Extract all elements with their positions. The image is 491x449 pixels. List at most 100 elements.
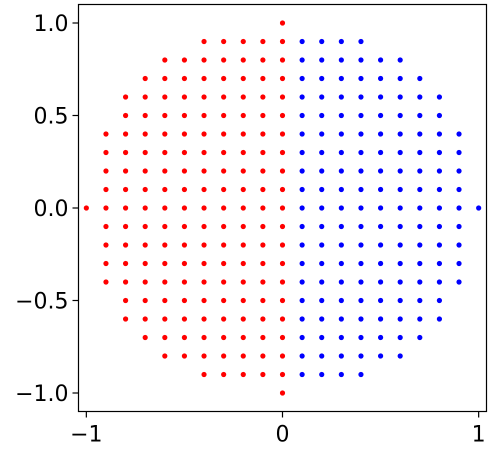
- data-point: [319, 223, 325, 230]
- data-point: [122, 186, 129, 193]
- data-point: [221, 186, 227, 193]
- data-point: [358, 131, 364, 137]
- data-point: [142, 279, 148, 285]
- data-point: [299, 57, 305, 63]
- data-point: [260, 94, 266, 100]
- data-point: [299, 94, 305, 100]
- data-point: [299, 168, 305, 174]
- x-tick-label: 0: [276, 423, 290, 448]
- data-point: [319, 75, 325, 82]
- data-point: [338, 75, 344, 82]
- data-point: [279, 316, 286, 322]
- data-point: [260, 297, 266, 304]
- data-point: [221, 112, 227, 119]
- data-point: [201, 131, 207, 137]
- data-point: [181, 260, 188, 267]
- data-point: [338, 57, 344, 63]
- x-axis: −1 0 1: [70, 411, 486, 448]
- data-point: [142, 131, 148, 137]
- data-point: [299, 112, 305, 119]
- data-point: [103, 186, 109, 193]
- data-point: [358, 38, 364, 45]
- data-point: [377, 75, 384, 82]
- data-point: [142, 94, 148, 100]
- data-point: [142, 242, 148, 248]
- data-point: [122, 297, 129, 304]
- data-point: [122, 279, 129, 285]
- data-point: [162, 223, 168, 230]
- data-point: [436, 112, 443, 119]
- data-point: [201, 297, 207, 304]
- data-point: [240, 334, 246, 341]
- data-point: [162, 334, 168, 341]
- data-point: [456, 149, 462, 156]
- data-point: [397, 57, 403, 63]
- data-point: [319, 57, 325, 63]
- data-point: [181, 242, 188, 248]
- data-point: [181, 316, 188, 322]
- data-point: [299, 149, 305, 156]
- data-point: [456, 260, 462, 267]
- data-point: [240, 112, 246, 119]
- data-point: [358, 186, 364, 193]
- data-point: [221, 149, 227, 156]
- data-point: [240, 186, 246, 193]
- data-point: [142, 205, 148, 211]
- data-point: [260, 131, 266, 137]
- data-point: [417, 279, 423, 285]
- data-point: [417, 242, 423, 248]
- data-point: [319, 316, 325, 322]
- data-point: [319, 353, 325, 359]
- data-point: [377, 334, 384, 341]
- data-point: [240, 316, 246, 322]
- y-tick-label: −1.0: [15, 382, 68, 407]
- data-point: [122, 316, 129, 322]
- data-point: [240, 297, 246, 304]
- data-point: [122, 242, 129, 248]
- data-point: [181, 57, 188, 63]
- data-point: [181, 279, 188, 285]
- data-point: [279, 242, 286, 248]
- y-tick-label: −0.5: [15, 290, 68, 315]
- y-axis: 1.0 0.5 0.0 −0.5 −1.0: [15, 12, 79, 407]
- data-point: [338, 186, 344, 193]
- data-point: [221, 57, 227, 63]
- data-point: [299, 205, 305, 211]
- data-point: [456, 242, 462, 248]
- data-point: [181, 297, 188, 304]
- data-point: [456, 168, 462, 174]
- data-point: [319, 131, 325, 137]
- data-point: [122, 223, 129, 230]
- data-point: [162, 112, 168, 119]
- data-point: [279, 390, 286, 396]
- data-point: [142, 149, 148, 156]
- data-point: [338, 131, 344, 137]
- x-tick-label: 1: [472, 423, 486, 448]
- data-point: [103, 149, 109, 156]
- data-point: [279, 168, 286, 174]
- data-point: [417, 186, 423, 193]
- data-point: [358, 316, 364, 322]
- data-point: [319, 186, 325, 193]
- data-point: [260, 334, 266, 341]
- data-point: [142, 260, 148, 267]
- data-point: [436, 242, 443, 248]
- data-point: [142, 186, 148, 193]
- data-point: [201, 371, 207, 378]
- data-point: [456, 131, 462, 137]
- data-point: [162, 131, 168, 137]
- data-point: [201, 38, 207, 45]
- data-points: [83, 20, 482, 396]
- data-point: [358, 260, 364, 267]
- data-point: [240, 75, 246, 82]
- data-point: [377, 112, 384, 119]
- data-point: [201, 353, 207, 359]
- data-point: [221, 353, 227, 359]
- data-point: [279, 353, 286, 359]
- data-point: [319, 260, 325, 267]
- y-tick-label: 1.0: [34, 12, 69, 37]
- data-point: [338, 223, 344, 230]
- data-point: [377, 186, 384, 193]
- data-point: [397, 279, 403, 285]
